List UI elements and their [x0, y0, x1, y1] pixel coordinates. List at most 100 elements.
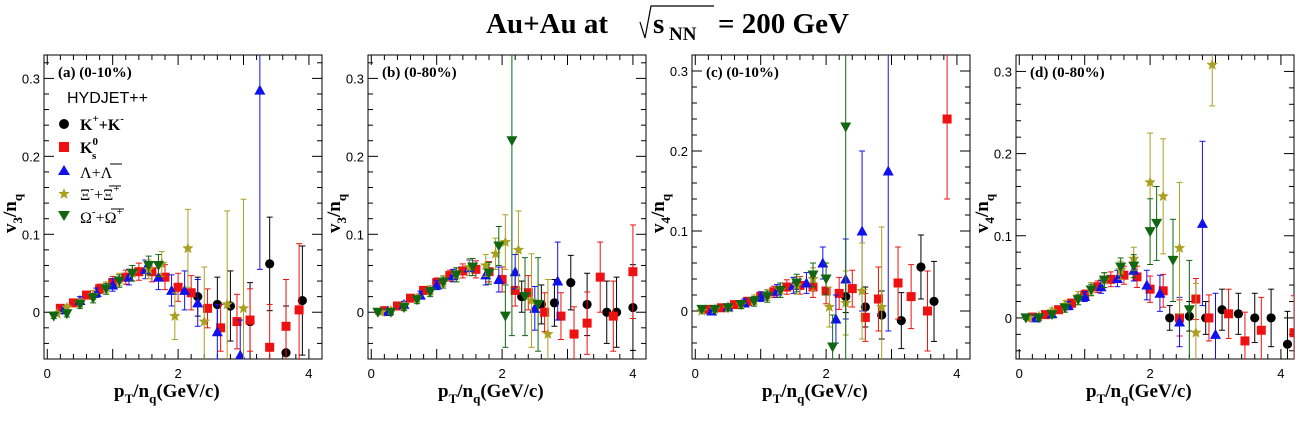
marker-lambda: [192, 297, 204, 308]
marker-omega: [385, 307, 397, 318]
marker-k0s: [419, 285, 429, 295]
marker-k0s: [497, 274, 507, 284]
marker-k0s: [703, 304, 713, 314]
marker-omega: [1128, 261, 1140, 272]
marker-omega: [519, 292, 531, 303]
plot-frame: [43, 54, 323, 360]
marker-omega: [840, 122, 852, 133]
marker-xi: [876, 301, 888, 312]
marker-omega: [827, 342, 839, 353]
marker-omega: [532, 299, 544, 310]
sqrt-radical: [639, 5, 714, 39]
marker-omega: [126, 268, 138, 279]
marker-k: [896, 316, 906, 326]
marker-lambda: [817, 257, 829, 268]
marker-k0s: [55, 303, 65, 313]
marker-k0s: [173, 282, 183, 292]
marker-omega: [761, 292, 773, 303]
marker-omega: [499, 311, 511, 322]
panel-label: (a) (0-10%): [58, 65, 132, 81]
marker-xi: [542, 328, 554, 339]
marker-k0s: [608, 311, 618, 321]
marker-lambda: [1196, 217, 1208, 228]
x-tick-label: 4: [953, 366, 960, 381]
marker-omega: [143, 260, 155, 271]
marker-k0s: [1289, 328, 1294, 338]
marker-omega: [709, 304, 721, 315]
y-tick-label: 0.2: [994, 147, 1012, 162]
marker-xi: [1173, 242, 1186, 253]
marker-k0s: [281, 321, 291, 331]
y-tick-label: 0.2: [670, 144, 688, 159]
x-axis-label: pT/nq(GeV/c): [1086, 381, 1192, 406]
marker-omega: [1046, 310, 1058, 321]
marker-lambda: [1111, 272, 1123, 283]
x-axis-label: pT/nq(GeV/c): [114, 381, 220, 406]
marker-k0s: [160, 272, 170, 282]
marker-k: [1165, 313, 1175, 323]
y-axis-label: v4/nq: [972, 193, 997, 233]
marker-xi: [512, 243, 525, 255]
y-tick-label: 0.1: [994, 229, 1012, 244]
y-tick-label: 0: [1005, 311, 1012, 326]
marker-k0s: [458, 266, 468, 276]
marker-omega: [48, 311, 60, 322]
x-axis-label: pT/nq(GeV/c): [438, 381, 544, 406]
marker-k: [566, 278, 576, 288]
y-tick-label: 0: [681, 304, 688, 319]
marker-k0s: [1119, 270, 1129, 280]
series-k: [1165, 288, 1293, 359]
marker-omega: [437, 278, 449, 289]
marker-omega: [506, 136, 518, 147]
x-tick-label: 0: [692, 366, 699, 381]
legend-marker-k0s: [59, 142, 69, 152]
marker-k0s: [847, 284, 857, 294]
marker-k0s: [595, 272, 605, 282]
panel-label: (b) (0-80%): [382, 65, 457, 81]
marker-lambda: [1154, 287, 1166, 298]
marker-omega: [1059, 303, 1071, 314]
marker-k0s: [1106, 274, 1116, 284]
marker-omega: [722, 303, 734, 314]
y-tick-label: 0.3: [22, 71, 40, 86]
marker-omega: [424, 287, 436, 298]
legend-marker-omega: [58, 211, 70, 221]
marker-lambda: [254, 84, 266, 95]
plot-frame: [1015, 54, 1295, 360]
marker-k0s: [1240, 336, 1250, 346]
marker-k0s: [628, 267, 638, 277]
marker-k0s: [834, 288, 844, 298]
panel-label: (c) (0-10%): [706, 65, 779, 81]
marker-k0s: [186, 288, 196, 298]
marker-k0s: [203, 303, 213, 313]
x-tick-label: 0: [44, 366, 51, 381]
marker-xi: [182, 242, 194, 254]
marker-k: [1282, 339, 1293, 349]
marker-xi: [61, 301, 73, 313]
marker-k0s: [860, 312, 870, 322]
marker-omega: [1183, 305, 1195, 316]
marker-omega: [100, 284, 112, 295]
marker-omega: [493, 241, 505, 252]
legend: HYDJET++ K++K- K0 s Λ+Λ Ξ-+Ξ+ Ω-+Ω+: [58, 90, 148, 227]
legend-entry-omega: Ω-+Ω+: [58, 206, 124, 227]
plot-frame: [367, 54, 647, 360]
marker-omega: [1144, 227, 1156, 238]
marker-xi: [1190, 326, 1202, 338]
marker-k: [1233, 309, 1243, 319]
title-system: Au+Au at: [486, 8, 608, 40]
title-sub: NN: [669, 24, 697, 45]
marker-omega: [74, 299, 86, 310]
marker-lambda: [529, 302, 541, 313]
panel-b: 0 2 4 0 0.1 0.2 0.3 (b) (0-80%) v3/nq pT/nq(GeV/c…: [324, 54, 647, 406]
marker-k0s: [942, 114, 952, 124]
marker-omega: [748, 296, 760, 307]
marker-xi: [1206, 58, 1218, 70]
series-omega: [372, 55, 544, 352]
marker-k0s: [232, 317, 242, 327]
y-tick-label: 0.1: [346, 227, 364, 242]
y-axis-label: v3/nq: [0, 193, 25, 233]
marker-omega: [807, 270, 819, 281]
x-tick-label: 4: [629, 366, 636, 381]
legend-label-k: K++K-: [80, 113, 124, 134]
